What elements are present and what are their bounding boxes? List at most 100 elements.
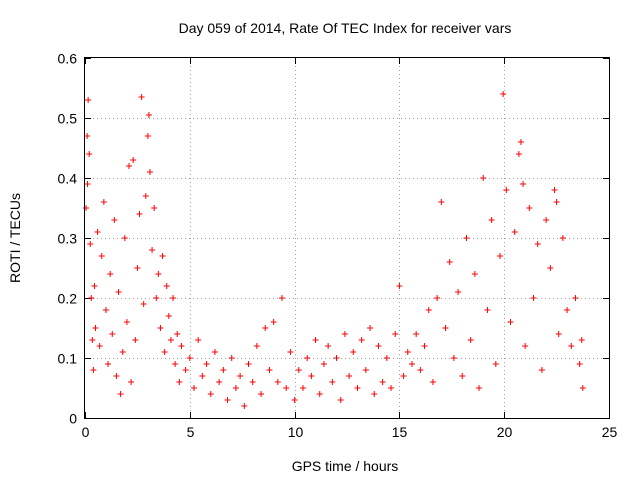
data-point bbox=[126, 163, 133, 169]
data-point bbox=[195, 337, 202, 343]
data-point bbox=[249, 379, 256, 385]
y-tick-label: 0.6 bbox=[58, 51, 78, 67]
data-point bbox=[329, 379, 336, 385]
y-tick-label: 0.3 bbox=[58, 231, 78, 247]
data-point bbox=[467, 337, 474, 343]
data-point bbox=[105, 361, 112, 367]
plot-border bbox=[84, 57, 610, 419]
data-point bbox=[88, 295, 95, 301]
data-point bbox=[172, 361, 179, 367]
data-point bbox=[299, 385, 306, 391]
data-point bbox=[102, 307, 109, 313]
y-tick-label: 0.5 bbox=[58, 111, 78, 127]
data-point bbox=[429, 379, 436, 385]
data-point bbox=[559, 235, 566, 241]
data-point bbox=[274, 379, 281, 385]
x-tick-label: 20 bbox=[497, 424, 513, 440]
data-point bbox=[100, 199, 107, 205]
data-point bbox=[442, 325, 449, 331]
data-point bbox=[463, 235, 470, 241]
data-point bbox=[413, 331, 420, 337]
data-point bbox=[507, 319, 514, 325]
axis-ticks: 0 5 10 15 20 25 0 0.1 0.2 0.3 0.4 0.5 0.6 bbox=[58, 51, 618, 441]
data-point bbox=[155, 271, 162, 277]
data-point bbox=[146, 169, 153, 175]
data-point bbox=[266, 367, 273, 373]
data-point bbox=[459, 373, 466, 379]
data-point bbox=[119, 349, 126, 355]
data-point bbox=[446, 259, 453, 265]
x-tick-label: 25 bbox=[602, 424, 618, 440]
data-point bbox=[178, 343, 185, 349]
data-point bbox=[404, 349, 411, 355]
data-point bbox=[520, 181, 527, 187]
y-tick-label: 0 bbox=[69, 411, 77, 427]
data-point bbox=[92, 325, 99, 331]
data-point bbox=[497, 253, 504, 259]
chart-title: Day 059 of 2014, Rate Of TEC Index for r… bbox=[179, 20, 512, 36]
data-point bbox=[123, 319, 130, 325]
x-axis-label: GPS time / hours bbox=[292, 458, 399, 474]
data-point bbox=[186, 355, 193, 361]
data-point bbox=[174, 331, 181, 337]
data-point bbox=[375, 343, 382, 349]
data-point bbox=[190, 385, 197, 391]
x-tick-label: 15 bbox=[392, 424, 408, 440]
data-point bbox=[295, 367, 302, 373]
data-point bbox=[500, 91, 507, 97]
data-point bbox=[287, 349, 294, 355]
data-point bbox=[471, 271, 478, 277]
data-point bbox=[354, 385, 361, 391]
data-point bbox=[337, 397, 344, 403]
data-point bbox=[111, 217, 118, 223]
data-point bbox=[89, 337, 96, 343]
data-point bbox=[362, 367, 369, 373]
data-point bbox=[551, 187, 558, 193]
data-point bbox=[484, 307, 491, 313]
data-point bbox=[325, 343, 332, 349]
data-point bbox=[543, 217, 550, 223]
data-point bbox=[576, 361, 583, 367]
data-point bbox=[511, 229, 518, 235]
data-point bbox=[176, 379, 183, 385]
data-point bbox=[579, 385, 586, 391]
data-point bbox=[555, 331, 562, 337]
data-point bbox=[455, 289, 462, 295]
data-point bbox=[564, 307, 571, 313]
data-point bbox=[515, 151, 522, 157]
data-point bbox=[312, 337, 319, 343]
y-tick-label: 0.4 bbox=[58, 171, 78, 187]
data-point bbox=[211, 349, 218, 355]
data-point bbox=[371, 391, 378, 397]
data-point bbox=[232, 385, 239, 391]
data-point bbox=[149, 247, 156, 253]
x-tick-label: 0 bbox=[82, 424, 90, 440]
data-point bbox=[96, 343, 103, 349]
y-tick-label: 0.2 bbox=[58, 291, 78, 307]
data-point bbox=[408, 361, 415, 367]
data-point bbox=[228, 355, 235, 361]
data-point bbox=[350, 349, 357, 355]
data-point bbox=[83, 205, 90, 211]
data-point bbox=[134, 265, 141, 271]
data-point bbox=[216, 379, 223, 385]
data-point bbox=[207, 391, 214, 397]
data-point bbox=[547, 265, 554, 271]
data-point bbox=[107, 271, 114, 277]
data-point bbox=[538, 367, 545, 373]
data-point bbox=[153, 295, 160, 301]
data-point bbox=[86, 151, 93, 157]
data-point bbox=[450, 355, 457, 361]
data-point bbox=[283, 385, 290, 391]
data-point bbox=[320, 361, 327, 367]
data-point bbox=[117, 391, 124, 397]
data-point bbox=[128, 379, 135, 385]
data-point bbox=[161, 349, 168, 355]
data-point bbox=[258, 391, 265, 397]
data-point bbox=[578, 337, 585, 343]
data-point bbox=[492, 361, 499, 367]
data-point bbox=[224, 397, 231, 403]
data-point bbox=[121, 235, 128, 241]
data-point bbox=[94, 229, 101, 235]
